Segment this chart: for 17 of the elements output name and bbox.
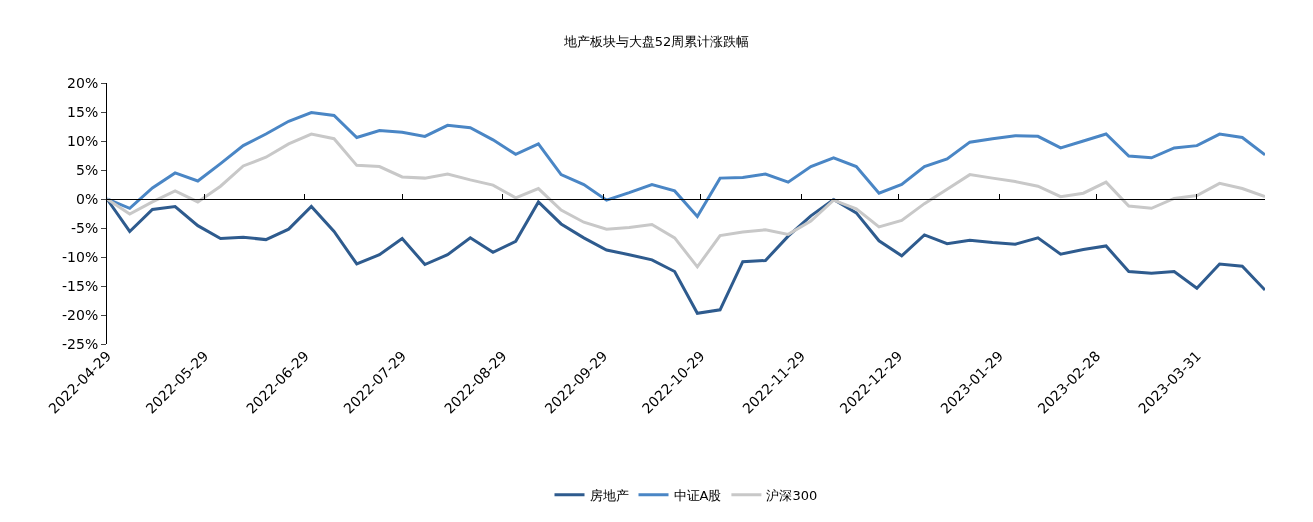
chart-title: 地产板块与大盘52周累计涨跌幅	[562, 33, 750, 49]
y-tick-label: -25%	[62, 335, 99, 352]
y-tick-label: -15%	[62, 277, 99, 294]
y-tick-label: 15%	[67, 103, 99, 120]
y-tick-label: 0%	[75, 190, 99, 207]
line-series	[107, 132, 1265, 269]
y-tick-label: 10%	[67, 132, 99, 149]
y-tick-label: 20%	[67, 74, 99, 91]
line-series	[107, 111, 1265, 218]
y-tick-label: 5%	[75, 161, 99, 178]
y-tick-label: -20%	[62, 306, 99, 323]
legend-label: 中证A股	[673, 487, 722, 503]
legend-label: 沪深300	[766, 487, 818, 503]
line-series	[107, 197, 1265, 315]
y-tick-label: -10%	[62, 248, 99, 265]
legend-label: 房地产	[589, 487, 629, 503]
y-tick-label: -5%	[70, 219, 99, 236]
